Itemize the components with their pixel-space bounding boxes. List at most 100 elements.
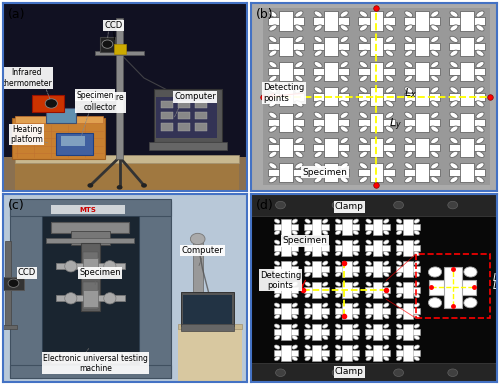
Ellipse shape xyxy=(305,282,310,286)
Ellipse shape xyxy=(295,151,303,157)
Ellipse shape xyxy=(269,126,277,132)
Ellipse shape xyxy=(414,324,420,328)
Circle shape xyxy=(394,369,404,376)
Bar xyxy=(161,123,173,131)
Ellipse shape xyxy=(269,36,277,42)
Ellipse shape xyxy=(414,293,420,298)
Ellipse shape xyxy=(476,137,484,144)
Ellipse shape xyxy=(353,356,358,361)
Ellipse shape xyxy=(269,87,277,93)
Ellipse shape xyxy=(336,345,341,349)
Bar xyxy=(365,329,390,335)
Ellipse shape xyxy=(366,345,372,349)
Circle shape xyxy=(448,201,458,209)
Bar xyxy=(373,303,382,319)
Bar xyxy=(449,17,485,25)
Bar xyxy=(334,266,359,272)
Ellipse shape xyxy=(305,345,310,349)
Bar xyxy=(370,163,384,182)
Circle shape xyxy=(102,40,113,48)
Ellipse shape xyxy=(336,282,341,286)
Ellipse shape xyxy=(366,303,372,307)
Bar xyxy=(274,245,298,251)
Ellipse shape xyxy=(353,335,358,340)
Text: Specimen: Specimen xyxy=(76,90,114,100)
Ellipse shape xyxy=(340,137,348,144)
Ellipse shape xyxy=(404,25,412,31)
Bar xyxy=(365,350,390,356)
Ellipse shape xyxy=(360,101,368,107)
Ellipse shape xyxy=(314,36,322,42)
Bar xyxy=(139,201,171,378)
Bar xyxy=(416,254,490,318)
Text: CCD: CCD xyxy=(104,21,122,30)
Text: Specimen: Specimen xyxy=(302,168,347,177)
Ellipse shape xyxy=(314,151,322,157)
Bar xyxy=(196,123,207,131)
Ellipse shape xyxy=(269,62,277,68)
Ellipse shape xyxy=(353,293,358,298)
Ellipse shape xyxy=(190,233,205,245)
Text: (c): (c) xyxy=(8,200,24,212)
Ellipse shape xyxy=(414,273,420,277)
Ellipse shape xyxy=(384,282,389,286)
Ellipse shape xyxy=(64,293,77,304)
Text: Computer: Computer xyxy=(174,92,216,102)
Ellipse shape xyxy=(384,240,389,244)
Ellipse shape xyxy=(314,176,322,183)
Circle shape xyxy=(276,201,285,209)
Bar xyxy=(282,219,290,235)
Bar xyxy=(342,345,351,361)
Bar xyxy=(334,350,359,356)
Ellipse shape xyxy=(340,87,348,93)
Bar xyxy=(56,133,93,155)
Ellipse shape xyxy=(336,315,341,319)
Ellipse shape xyxy=(396,315,402,319)
Bar xyxy=(156,97,217,138)
Bar xyxy=(46,238,134,243)
Ellipse shape xyxy=(366,315,372,319)
Ellipse shape xyxy=(305,324,310,328)
Bar xyxy=(268,93,304,100)
Text: $L_x$: $L_x$ xyxy=(492,279,500,293)
Ellipse shape xyxy=(450,151,458,157)
Bar xyxy=(83,252,98,264)
Ellipse shape xyxy=(353,303,358,307)
Ellipse shape xyxy=(360,75,368,81)
Ellipse shape xyxy=(430,50,439,56)
Ellipse shape xyxy=(340,11,348,17)
Ellipse shape xyxy=(305,219,310,223)
Ellipse shape xyxy=(305,261,310,265)
Ellipse shape xyxy=(269,151,277,157)
Ellipse shape xyxy=(386,101,394,107)
Bar xyxy=(460,87,474,107)
Ellipse shape xyxy=(360,137,368,144)
Ellipse shape xyxy=(322,303,328,307)
Ellipse shape xyxy=(414,230,420,235)
Ellipse shape xyxy=(336,219,341,223)
Ellipse shape xyxy=(450,163,458,169)
Ellipse shape xyxy=(396,252,402,256)
Bar xyxy=(282,282,290,298)
Bar xyxy=(116,18,124,159)
Ellipse shape xyxy=(274,356,280,361)
Ellipse shape xyxy=(396,240,402,244)
Ellipse shape xyxy=(366,356,372,361)
Bar xyxy=(10,200,171,217)
Bar xyxy=(313,42,350,50)
Ellipse shape xyxy=(430,126,439,132)
Ellipse shape xyxy=(404,126,412,132)
Bar xyxy=(404,303,412,319)
Bar xyxy=(460,163,474,182)
Ellipse shape xyxy=(464,298,477,308)
Bar xyxy=(415,87,428,107)
Ellipse shape xyxy=(366,219,372,223)
Ellipse shape xyxy=(269,112,277,119)
Ellipse shape xyxy=(386,87,394,93)
Ellipse shape xyxy=(396,303,402,307)
Ellipse shape xyxy=(305,335,310,340)
Ellipse shape xyxy=(386,11,394,17)
Ellipse shape xyxy=(295,163,303,169)
Circle shape xyxy=(8,279,19,288)
Ellipse shape xyxy=(476,25,484,31)
